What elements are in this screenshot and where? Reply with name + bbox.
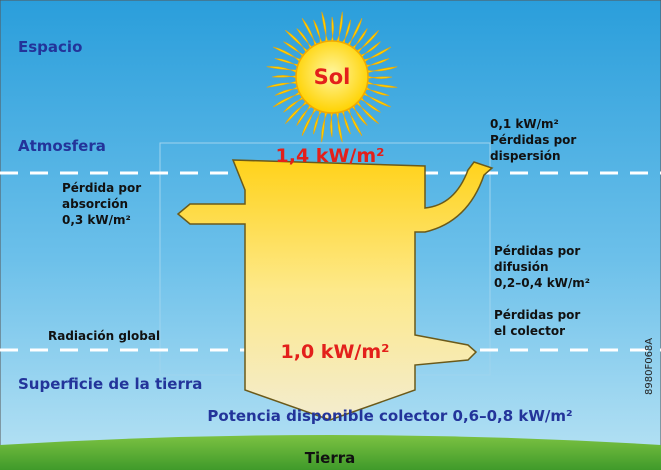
figure-code: 8980F068A bbox=[644, 338, 655, 395]
atmosphere-label: Atmosfera bbox=[18, 137, 106, 155]
earth-label: Tierra bbox=[305, 449, 355, 467]
diagram: Espacio Atmosfera Superficie de la tierr… bbox=[0, 0, 661, 470]
output-power: 1,0 kW/m² bbox=[281, 341, 390, 363]
page: {"zones": {"space": "Espacio", "atmosphe… bbox=[0, 0, 661, 470]
sun-label: Sol bbox=[314, 65, 351, 89]
surface-label: Superficie de la tierra bbox=[18, 375, 202, 393]
available-power: Potencia disponible colector 0,6–0,8 kW/… bbox=[207, 407, 572, 425]
global-radiation: Radiación global bbox=[48, 329, 160, 343]
space-label: Espacio bbox=[18, 38, 82, 56]
input-power: 1,4 kW/m² bbox=[276, 145, 385, 167]
